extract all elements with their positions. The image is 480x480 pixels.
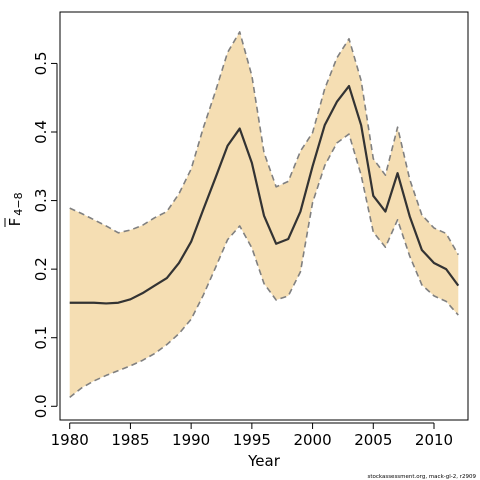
x-tick-label: 2010 <box>415 431 453 449</box>
y-tick-label: 0.3 <box>32 189 50 213</box>
estimate-line <box>69 84 460 305</box>
y-axis: 0.0 0.1 0.2 0.3 0.4 0.5 <box>32 51 58 418</box>
series-lines-layer <box>69 31 460 398</box>
x-tick-label: 2005 <box>354 431 392 449</box>
x-axis: 1980 1985 1990 1995 2000 2005 2010 <box>51 422 453 449</box>
y-axis-title-subscript: 4−8 <box>12 192 25 215</box>
y-axis-title-main: F <box>6 218 24 227</box>
y-axis-title: F 4−8 <box>4 192 25 227</box>
y-tick-label: 0.0 <box>32 394 50 418</box>
x-tick-label: 1985 <box>111 431 149 449</box>
plot-frame <box>59 11 469 421</box>
x-tick-label: 1980 <box>51 431 89 449</box>
y-tick-label: 0.4 <box>32 120 50 144</box>
x-tick-label: 1995 <box>233 431 271 449</box>
y-tick-label: 0.1 <box>32 326 50 350</box>
y-tick-label: 0.2 <box>32 257 50 281</box>
y-tick-label: 0.5 <box>32 51 50 75</box>
credit-text: stockassessment.org, mack-gl-2, r2909 <box>367 474 476 480</box>
x-tick-label: 2000 <box>293 431 331 449</box>
lower-bound-line <box>69 133 459 398</box>
upper-bound-line <box>69 31 459 256</box>
x-axis-title: Year <box>247 452 281 470</box>
x-tick-label: 1990 <box>172 431 210 449</box>
